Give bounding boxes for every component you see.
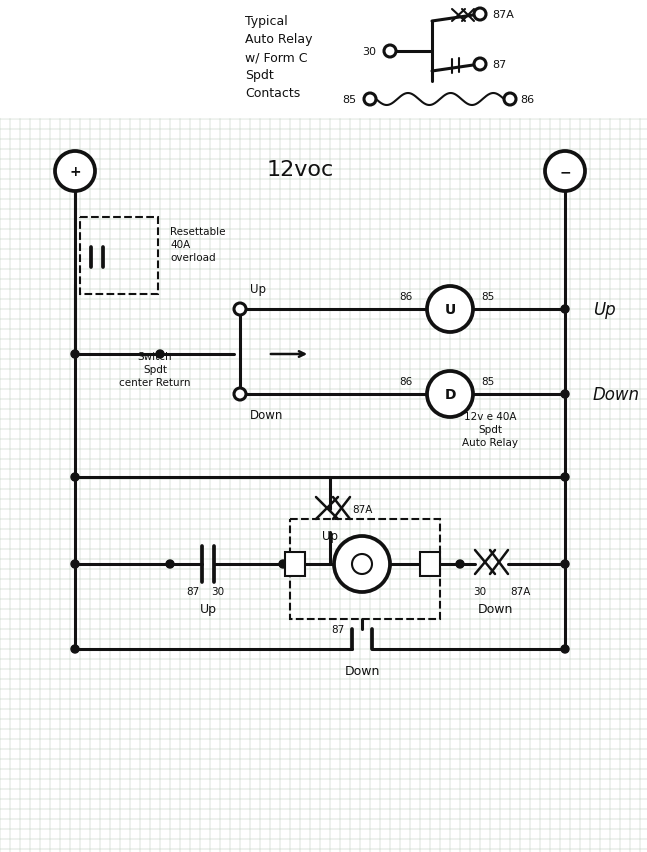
Circle shape	[71, 350, 79, 359]
Circle shape	[156, 350, 164, 359]
Text: Down: Down	[250, 408, 283, 422]
Bar	[0, 0, 647, 118]
Text: 86: 86	[520, 95, 534, 105]
Text: 87: 87	[492, 60, 506, 70]
Text: 86: 86	[399, 377, 412, 387]
Circle shape	[166, 561, 174, 568]
Circle shape	[474, 59, 486, 71]
Circle shape	[334, 537, 390, 592]
Bar	[290, 520, 440, 619]
Text: Resettable
40A
overload: Resettable 40A overload	[170, 227, 226, 263]
Circle shape	[545, 152, 585, 192]
Circle shape	[474, 9, 486, 21]
Text: 87A: 87A	[492, 10, 514, 20]
Text: Down: Down	[593, 386, 640, 404]
Text: 87: 87	[331, 625, 344, 634]
Text: 85: 85	[342, 95, 356, 105]
Bar	[285, 552, 305, 576]
Text: 87A: 87A	[352, 504, 373, 515]
Text: Down: Down	[477, 602, 512, 615]
Text: 30: 30	[474, 586, 487, 596]
Text: Switch
Spdt
center Return: Switch Spdt center Return	[119, 351, 191, 388]
Text: Down: Down	[344, 665, 380, 677]
Text: 30: 30	[362, 47, 376, 57]
Text: −: −	[559, 164, 571, 179]
Text: 12v e 40A
Spdt
Auto Relay: 12v e 40A Spdt Auto Relay	[462, 412, 518, 447]
Circle shape	[352, 555, 372, 574]
Bar	[80, 218, 158, 295]
Text: 12voc: 12voc	[267, 160, 334, 180]
Circle shape	[55, 152, 95, 192]
Text: U: U	[444, 302, 455, 317]
Text: 85: 85	[481, 377, 494, 387]
Circle shape	[561, 306, 569, 314]
Circle shape	[561, 645, 569, 653]
Text: 87A: 87A	[510, 586, 531, 596]
Circle shape	[504, 94, 516, 106]
Circle shape	[427, 371, 473, 417]
Text: +: +	[69, 164, 81, 179]
Text: Up: Up	[593, 301, 616, 319]
Circle shape	[561, 390, 569, 399]
Circle shape	[71, 561, 79, 568]
Text: D: D	[444, 388, 455, 401]
Circle shape	[71, 645, 79, 653]
Text: 86: 86	[399, 291, 412, 302]
Circle shape	[71, 474, 79, 481]
Circle shape	[456, 561, 464, 568]
Circle shape	[427, 286, 473, 332]
Circle shape	[234, 389, 246, 400]
Text: 30: 30	[212, 586, 225, 596]
Circle shape	[234, 303, 246, 315]
Text: Up: Up	[199, 602, 217, 615]
Text: 85: 85	[481, 291, 494, 302]
Circle shape	[561, 474, 569, 481]
Text: 87: 87	[186, 586, 200, 596]
Text: Typical
Auto Relay
w/ Form C
Spdt
Contacts: Typical Auto Relay w/ Form C Spdt Contac…	[245, 15, 313, 100]
Circle shape	[279, 561, 287, 568]
Bar	[420, 552, 440, 576]
Circle shape	[384, 46, 396, 58]
Text: Up: Up	[250, 283, 266, 296]
Circle shape	[561, 561, 569, 568]
Text: Up: Up	[322, 529, 338, 543]
Circle shape	[364, 94, 376, 106]
